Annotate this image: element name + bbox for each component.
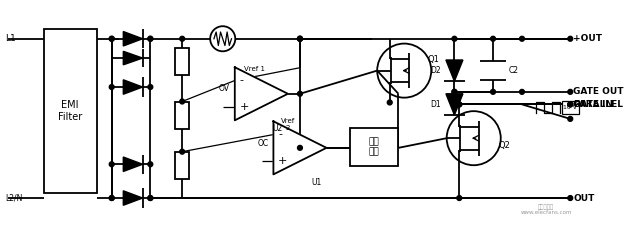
Circle shape bbox=[568, 102, 573, 107]
Text: +: + bbox=[278, 156, 288, 166]
Text: Vref 1: Vref 1 bbox=[244, 66, 265, 72]
Text: EMI
Filter: EMI Filter bbox=[58, 100, 83, 122]
Polygon shape bbox=[235, 67, 288, 120]
Bar bbox=[44, 29, 97, 193]
Circle shape bbox=[148, 196, 152, 201]
Text: 10 V: 10 V bbox=[563, 105, 577, 110]
Bar bbox=[350, 128, 398, 166]
Bar bbox=[175, 101, 189, 128]
Bar bbox=[175, 49, 189, 76]
Bar bbox=[561, 100, 579, 114]
Polygon shape bbox=[123, 31, 142, 46]
Text: -: - bbox=[278, 130, 282, 140]
Circle shape bbox=[148, 36, 152, 41]
Circle shape bbox=[148, 162, 152, 167]
Circle shape bbox=[109, 85, 114, 89]
Polygon shape bbox=[123, 191, 142, 205]
Polygon shape bbox=[446, 60, 463, 81]
Circle shape bbox=[180, 99, 185, 104]
Circle shape bbox=[568, 102, 573, 107]
Circle shape bbox=[387, 100, 392, 105]
Circle shape bbox=[109, 36, 114, 41]
Circle shape bbox=[452, 102, 457, 107]
Circle shape bbox=[109, 36, 114, 41]
Circle shape bbox=[568, 196, 573, 201]
Text: Vref
2: Vref 2 bbox=[281, 119, 295, 131]
Circle shape bbox=[491, 36, 495, 41]
Text: +: + bbox=[239, 102, 249, 112]
Circle shape bbox=[452, 89, 457, 94]
Text: L1: L1 bbox=[6, 34, 16, 43]
Circle shape bbox=[452, 36, 457, 41]
Polygon shape bbox=[123, 157, 142, 171]
Text: L2/N: L2/N bbox=[6, 194, 23, 203]
Circle shape bbox=[109, 196, 114, 201]
Circle shape bbox=[457, 102, 462, 107]
Circle shape bbox=[109, 162, 114, 167]
Text: PARALLEL: PARALLEL bbox=[573, 100, 623, 109]
Circle shape bbox=[180, 36, 185, 41]
Bar bbox=[175, 152, 189, 179]
Polygon shape bbox=[273, 121, 326, 174]
Text: OV: OV bbox=[219, 85, 230, 94]
Text: D1: D1 bbox=[430, 100, 441, 109]
Text: 电子发烧友
www.elecfans.com: 电子发烧友 www.elecfans.com bbox=[520, 204, 572, 216]
Text: 电平
转换: 电平 转换 bbox=[369, 137, 380, 157]
Circle shape bbox=[297, 36, 302, 41]
Circle shape bbox=[297, 36, 302, 41]
Text: C2: C2 bbox=[508, 66, 518, 75]
Polygon shape bbox=[123, 51, 142, 65]
Circle shape bbox=[297, 36, 302, 41]
Text: OC: OC bbox=[258, 139, 268, 148]
Text: -: - bbox=[239, 76, 244, 85]
Polygon shape bbox=[123, 80, 142, 94]
Text: GATE IN: GATE IN bbox=[573, 100, 613, 109]
Circle shape bbox=[109, 196, 114, 201]
Circle shape bbox=[148, 196, 152, 201]
Circle shape bbox=[180, 149, 185, 154]
Text: GATE OUT: GATE OUT bbox=[573, 87, 624, 96]
Polygon shape bbox=[446, 94, 463, 115]
Text: OUT: OUT bbox=[573, 194, 595, 203]
Circle shape bbox=[520, 89, 524, 94]
Circle shape bbox=[457, 196, 462, 201]
Circle shape bbox=[297, 91, 302, 96]
Text: U1: U1 bbox=[311, 178, 322, 187]
Text: +OUT: +OUT bbox=[573, 34, 602, 43]
Circle shape bbox=[452, 89, 457, 94]
Text: Q1: Q1 bbox=[427, 55, 439, 64]
Text: U2: U2 bbox=[273, 124, 283, 133]
Text: D2: D2 bbox=[430, 66, 441, 75]
Circle shape bbox=[568, 116, 573, 121]
Text: Q2: Q2 bbox=[499, 141, 511, 150]
Circle shape bbox=[457, 102, 462, 107]
Circle shape bbox=[568, 89, 573, 94]
Circle shape bbox=[568, 36, 573, 41]
Circle shape bbox=[148, 85, 152, 89]
Circle shape bbox=[520, 36, 524, 41]
Circle shape bbox=[148, 36, 152, 41]
Circle shape bbox=[297, 146, 302, 150]
Circle shape bbox=[491, 89, 495, 94]
